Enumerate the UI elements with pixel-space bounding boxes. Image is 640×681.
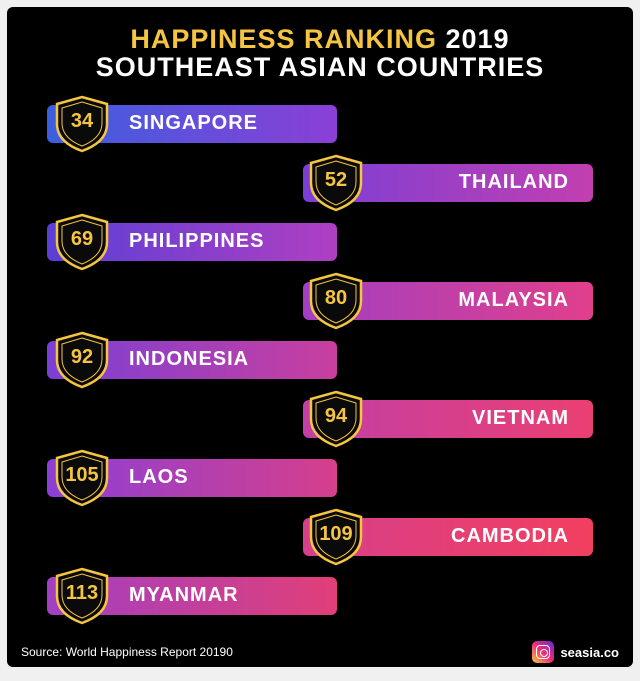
- title-accent: HAPPINESS RANKING: [130, 24, 437, 54]
- footer: Source: World Happiness Report 20190 sea…: [7, 637, 633, 667]
- rank-number: 94: [301, 389, 371, 445]
- ranking-row: LAOS 105: [47, 450, 593, 506]
- infographic-card: HAPPINESS RANKING 2019 SOUTHEAST ASIAN C…: [7, 7, 633, 667]
- ranking-row: PHILIPPINES 69: [47, 214, 593, 270]
- shield-icon: 34: [47, 94, 117, 154]
- shield-icon: 52: [301, 153, 371, 213]
- title-line-1: HAPPINESS RANKING 2019: [7, 25, 633, 53]
- title-line-2: SOUTHEAST ASIAN COUNTRIES: [7, 53, 633, 81]
- country-label: INDONESIA: [129, 348, 249, 371]
- ranking-row: CAMBODIA 109: [47, 509, 593, 565]
- ranking-row: THAILAND 52: [47, 155, 593, 211]
- ranking-row: VIETNAM 94: [47, 391, 593, 447]
- rank-number: 105: [47, 448, 117, 504]
- shield-icon: 92: [47, 330, 117, 390]
- ranking-row: SINGAPORE 34: [47, 96, 593, 152]
- instagram-icon: [532, 641, 554, 663]
- rank-number: 113: [47, 566, 117, 622]
- rank-number: 69: [47, 212, 117, 268]
- ranking-list: SINGAPORE 34THAILAND 52PHILIPPINES 69MAL…: [7, 96, 633, 624]
- country-label: SINGAPORE: [129, 112, 258, 135]
- brand-handle: seasia.co: [560, 645, 619, 660]
- country-label: VIETNAM: [390, 407, 569, 430]
- country-label: LAOS: [129, 466, 189, 489]
- shield-icon: 80: [301, 271, 371, 331]
- country-label: PHILIPPINES: [129, 230, 264, 253]
- rank-number: 34: [47, 94, 117, 150]
- title-block: HAPPINESS RANKING 2019 SOUTHEAST ASIAN C…: [7, 25, 633, 82]
- country-label: CAMBODIA: [369, 525, 569, 548]
- rank-number: 80: [301, 271, 371, 327]
- shield-icon: 113: [47, 566, 117, 626]
- shield-icon: 105: [47, 448, 117, 508]
- shield-icon: 94: [301, 389, 371, 449]
- rank-number: 92: [47, 330, 117, 386]
- rank-number: 109: [301, 507, 371, 563]
- country-label: MYANMAR: [129, 584, 239, 607]
- title-year: 2019: [445, 24, 509, 54]
- ranking-row: MALAYSIA 80: [47, 273, 593, 329]
- shield-icon: 69: [47, 212, 117, 272]
- country-label: MALAYSIA: [376, 289, 569, 312]
- source-text: Source: World Happiness Report 20190: [21, 645, 233, 659]
- brand: seasia.co: [532, 641, 619, 663]
- ranking-row: INDONESIA 92: [47, 332, 593, 388]
- country-label: THAILAND: [377, 171, 569, 194]
- ranking-row: MYANMAR 113: [47, 568, 593, 624]
- rank-number: 52: [301, 153, 371, 209]
- shield-icon: 109: [301, 507, 371, 567]
